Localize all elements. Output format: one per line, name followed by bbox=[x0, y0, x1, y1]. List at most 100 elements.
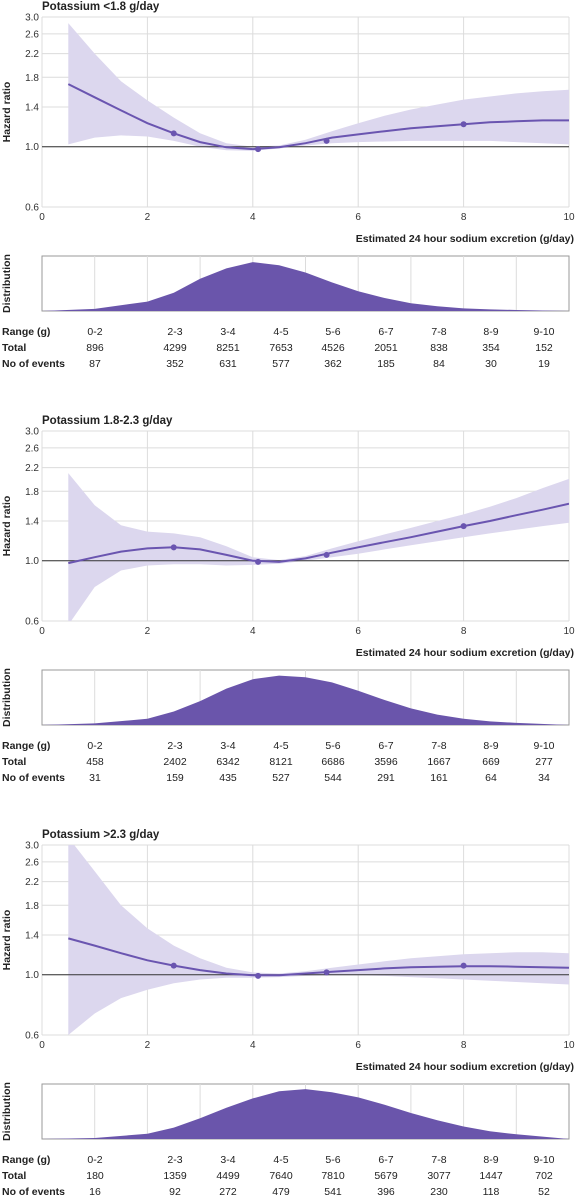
table-cell: 7810 bbox=[321, 1170, 345, 1182]
x-tick-label: 6 bbox=[355, 1040, 361, 1051]
table-cell: 87 bbox=[89, 358, 101, 370]
curve-point bbox=[460, 121, 467, 128]
y-tick-label: 2.6 bbox=[25, 29, 39, 40]
table-cell: 52 bbox=[538, 1186, 550, 1198]
y-tick-label: 3.0 bbox=[25, 13, 39, 24]
curve-point bbox=[460, 523, 467, 530]
table-cell: 896 bbox=[86, 342, 104, 354]
table-cell: 34 bbox=[538, 772, 550, 784]
y-tick-label: 1.0 bbox=[25, 556, 39, 567]
table-cell: 3-4 bbox=[220, 326, 235, 338]
x-tick-label: 0 bbox=[39, 1040, 45, 1051]
table-cell: 0-2 bbox=[87, 1154, 102, 1166]
table-cell: 16 bbox=[89, 1186, 101, 1198]
y-tick-label: 2.6 bbox=[25, 857, 39, 868]
x-tick-label: 10 bbox=[563, 626, 575, 637]
table-cell: 19 bbox=[538, 358, 550, 370]
table-cell: 435 bbox=[219, 772, 237, 784]
table-cell: 3077 bbox=[427, 1170, 451, 1182]
table-cell: 4499 bbox=[216, 1170, 240, 1182]
table-cell: 8121 bbox=[269, 756, 293, 768]
table-row-label: Total bbox=[2, 342, 26, 354]
table-row-label: Total bbox=[2, 756, 26, 768]
x-tick-label: 4 bbox=[250, 212, 256, 223]
table-cell: 352 bbox=[166, 358, 184, 370]
panel-1: Potassium <1.8 g/day Hazard ratio 0.6 1.0 1.… bbox=[1, 1, 575, 370]
table-cell: 277 bbox=[535, 756, 553, 768]
table-cell: 2-3 bbox=[167, 1154, 182, 1166]
y-axis-title: Hazard ratio bbox=[1, 82, 13, 143]
y-tick-label: 1.0 bbox=[25, 970, 39, 981]
x-tick-label: 2 bbox=[145, 212, 151, 223]
table-cell: 2402 bbox=[163, 756, 187, 768]
y-tick-label: 1.8 bbox=[25, 901, 39, 912]
table-cell: 396 bbox=[377, 1186, 395, 1198]
y-tick-label: 1.8 bbox=[25, 73, 39, 84]
curve-point bbox=[323, 137, 330, 144]
table-cell: 84 bbox=[433, 358, 445, 370]
table-cell: 30 bbox=[485, 358, 497, 370]
table-cell: 272 bbox=[219, 1186, 237, 1198]
curve-point bbox=[170, 130, 177, 137]
x-axis-title: Estimated 24 hour sodium excretion (g/da… bbox=[356, 1061, 574, 1073]
y-tick-label: 1.4 bbox=[25, 102, 39, 113]
table-cell: 4-5 bbox=[273, 740, 288, 752]
distribution-label: Distribution bbox=[1, 668, 13, 727]
y-tick-label: 0.6 bbox=[25, 617, 39, 628]
x-tick-label: 8 bbox=[461, 626, 467, 637]
y-tick-label: 1.0 bbox=[25, 142, 39, 153]
curve-point bbox=[323, 551, 330, 558]
y-tick-label: 0.6 bbox=[25, 1031, 39, 1042]
table-cell: 4526 bbox=[321, 342, 345, 354]
y-tick-label: 1.8 bbox=[25, 487, 39, 498]
x-tick-label: 6 bbox=[355, 626, 361, 637]
table-cell: 5679 bbox=[374, 1170, 398, 1182]
panel-title: Potassium >2.3 g/day bbox=[42, 829, 160, 841]
table-row-label: No of events bbox=[2, 1186, 65, 1198]
table-cell: 6-7 bbox=[378, 1154, 393, 1166]
hazard-ratio-curve bbox=[68, 937, 569, 977]
table-cell: 7640 bbox=[269, 1170, 293, 1182]
x-tick-label: 10 bbox=[563, 1040, 575, 1051]
distribution-density bbox=[42, 262, 569, 311]
table-cell: 92 bbox=[169, 1186, 181, 1198]
confidence-band bbox=[68, 23, 569, 151]
y-axis-title: Hazard ratio bbox=[1, 910, 13, 971]
y-tick-label: 1.4 bbox=[25, 516, 39, 527]
table-cell: 3-4 bbox=[220, 740, 235, 752]
table-cell: 291 bbox=[377, 772, 395, 784]
table-cell: 541 bbox=[324, 1186, 342, 1198]
curve-point bbox=[170, 544, 177, 551]
table-cell: 8251 bbox=[216, 342, 240, 354]
hazard-ratio-curve bbox=[67, 83, 569, 151]
table-cell: 354 bbox=[482, 342, 500, 354]
table-cell: 702 bbox=[535, 1170, 553, 1182]
x-tick-label: 6 bbox=[355, 212, 361, 223]
x-tick-label: 8 bbox=[461, 212, 467, 223]
table-row-label: Total bbox=[2, 1170, 26, 1182]
table-cell: 8-9 bbox=[483, 326, 498, 338]
panel-3: Potassium >2.3 g/day Hazard ratio 0.6 1.0 1.… bbox=[1, 829, 575, 1198]
y-tick-label: 0.6 bbox=[25, 203, 39, 214]
curve-point bbox=[323, 969, 330, 976]
table-cell: 0-2 bbox=[87, 740, 102, 752]
table-cell: 6686 bbox=[321, 756, 345, 768]
y-tick-label: 2.2 bbox=[25, 877, 39, 888]
table-cell: 5-6 bbox=[325, 326, 340, 338]
table-cell: 7653 bbox=[269, 342, 293, 354]
table-cell: 230 bbox=[430, 1186, 448, 1198]
x-tick-label: 4 bbox=[250, 1040, 256, 1051]
curve-point bbox=[255, 146, 262, 153]
x-tick-label: 2 bbox=[145, 1040, 151, 1051]
curve-point bbox=[255, 972, 262, 979]
table-cell: 4-5 bbox=[273, 1154, 288, 1166]
table-cell: 118 bbox=[483, 1186, 500, 1198]
table-cell: 152 bbox=[535, 342, 553, 354]
table-row-label: No of events bbox=[2, 772, 65, 784]
y-tick-label: 2.2 bbox=[25, 49, 39, 60]
table-cell: 159 bbox=[166, 772, 184, 784]
table-cell: 180 bbox=[86, 1170, 104, 1182]
table-cell: 7-8 bbox=[431, 1154, 446, 1166]
table-cell: 7-8 bbox=[431, 326, 446, 338]
table-cell: 185 bbox=[377, 358, 395, 370]
